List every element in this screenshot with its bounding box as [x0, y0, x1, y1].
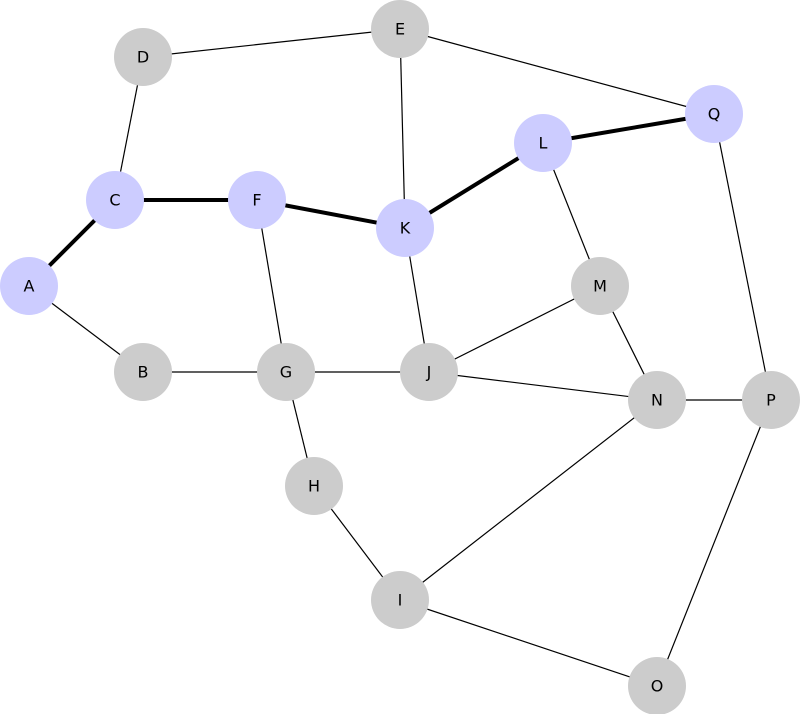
node-K: K — [376, 199, 434, 257]
node-circle — [628, 657, 686, 714]
edge-E-K — [399, 28, 406, 229]
node-circle — [0, 257, 58, 315]
node-circle — [628, 371, 686, 429]
node-label: Q — [708, 105, 721, 124]
node-C: C — [86, 171, 144, 229]
node-J: J — [400, 343, 458, 401]
node-label: F — [252, 191, 261, 210]
edge-D-E — [142, 28, 401, 58]
edge-P-O — [656, 399, 772, 687]
node-circle — [285, 457, 343, 515]
node-label: K — [400, 219, 411, 238]
node-circle — [514, 114, 572, 172]
edge-J-N — [428, 371, 658, 401]
edge-F-G — [256, 199, 287, 373]
edge-Q-P — [713, 113, 772, 401]
node-label: L — [539, 134, 548, 153]
node-label: G — [280, 363, 292, 382]
node-label: A — [24, 277, 35, 296]
node-label: O — [651, 677, 664, 696]
node-label: I — [398, 591, 403, 610]
node-G: G — [257, 343, 315, 401]
node-P: P — [742, 371, 800, 429]
node-circle — [742, 371, 800, 429]
node-H: H — [285, 457, 343, 515]
node-Q: Q — [685, 85, 743, 143]
node-circle — [257, 343, 315, 401]
node-B: B — [114, 343, 172, 401]
node-label: N — [651, 391, 663, 410]
node-label: H — [308, 477, 320, 496]
node-I: I — [371, 571, 429, 629]
node-circle — [371, 0, 429, 58]
node-circle — [400, 343, 458, 401]
node-O: O — [628, 657, 686, 714]
node-circle — [685, 85, 743, 143]
node-circle — [571, 257, 629, 315]
node-circle — [228, 171, 286, 229]
node-L: L — [514, 114, 572, 172]
node-N: N — [628, 371, 686, 429]
node-label: D — [137, 48, 149, 67]
node-circle — [371, 571, 429, 629]
edge-J-M — [428, 285, 601, 373]
node-circle — [114, 28, 172, 86]
node-circle — [86, 171, 144, 229]
edge-I-O — [399, 599, 658, 687]
node-circle — [376, 199, 434, 257]
node-label: M — [593, 277, 607, 296]
node-label: E — [395, 20, 405, 39]
node-A: A — [0, 257, 58, 315]
node-circle — [114, 343, 172, 401]
edge-I-N — [399, 399, 658, 601]
node-F: F — [228, 171, 286, 229]
node-M: M — [571, 257, 629, 315]
node-label: J — [426, 363, 432, 382]
node-label: C — [109, 191, 120, 210]
node-D: D — [114, 28, 172, 86]
node-label: B — [138, 363, 149, 382]
edge-E-Q — [399, 28, 715, 115]
node-E: E — [371, 0, 429, 58]
node-label: P — [766, 391, 776, 410]
